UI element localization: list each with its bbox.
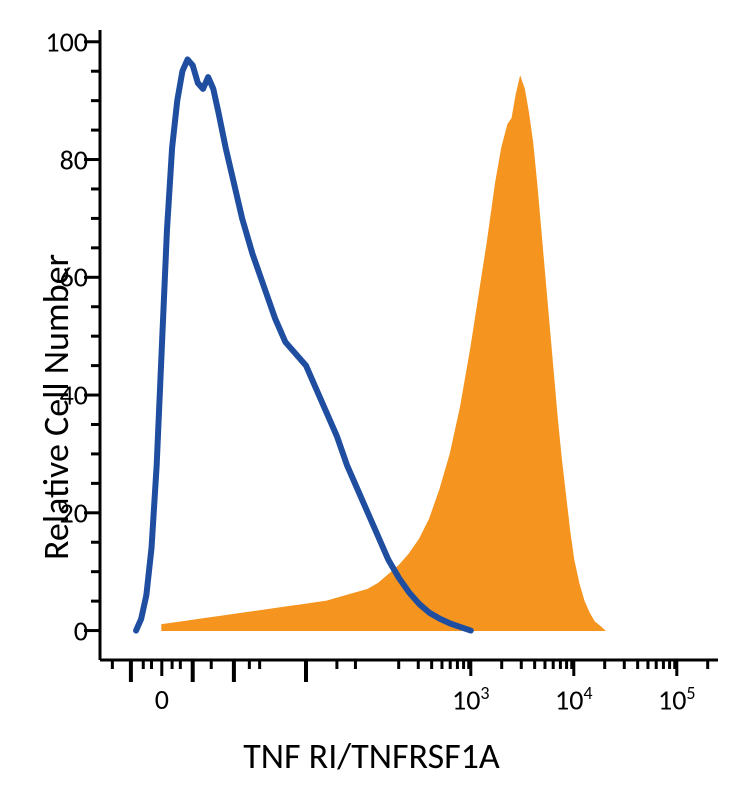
y-tick-label: 0: [74, 613, 88, 648]
x-tick-label: 103: [452, 682, 490, 717]
flow-cytometry-histogram: Relative Cell Number TNF RI/TNFRSF1A 020…: [0, 0, 743, 788]
y-tick-label: 60: [60, 260, 88, 295]
x-tick-label: 105: [658, 682, 696, 717]
x-tick-label: 104: [555, 682, 593, 717]
chart-svg: [0, 0, 743, 788]
y-tick-label: 80: [60, 142, 88, 177]
y-tick-label: 20: [60, 495, 88, 530]
x-axis-label: TNF RI/TNFRSF1A: [0, 734, 743, 778]
y-tick-label: 40: [60, 378, 88, 413]
x-tick-label: 0: [155, 682, 169, 717]
y-tick-label: 100: [45, 24, 88, 59]
